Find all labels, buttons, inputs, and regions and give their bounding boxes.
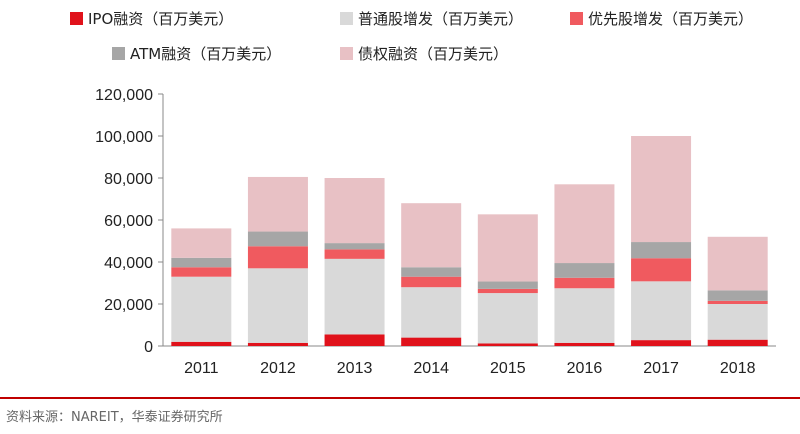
bar-segment-2018-series-0 [707, 339, 768, 346]
legend-item-common-stock: 普通股增发（百万美元） [340, 8, 523, 28]
bar-segment-2012-series-0 [247, 342, 308, 346]
legend-item-atm: ATM融资（百万美元） [112, 43, 281, 63]
bar-segment-2018-series-3 [707, 290, 768, 301]
legend-label-debt: 债权融资（百万美元） [358, 44, 509, 63]
bar-segment-2012-series-3 [247, 231, 308, 247]
bar-segment-2017-series-2 [631, 258, 692, 282]
y-tick-label: 120,000 [95, 87, 153, 104]
bar-segment-2017-series-0 [631, 340, 692, 346]
source-note: 资料来源：NAREIT，华泰证券研究所 [6, 410, 223, 425]
x-tick-label: 2012 [260, 360, 296, 377]
y-tick-label: 40,000 [104, 255, 153, 272]
bar-segment-2016-series-3 [554, 263, 615, 278]
bar-segment-2015-series-2 [477, 288, 538, 294]
legend-swatch-atm [112, 46, 125, 60]
bar-segment-2012-series-2 [247, 246, 308, 269]
x-tick-label: 2018 [720, 360, 756, 377]
legend-label-ipo: IPO融资（百万美元） [88, 9, 234, 28]
x-tick-label: 2011 [184, 360, 219, 377]
bar-segment-2016-series-2 [554, 277, 615, 289]
bar-segment-2011-series-3 [171, 257, 232, 268]
y-tick-label: 0 [144, 339, 153, 356]
bar-segment-2013-series-2 [324, 249, 385, 259]
bar-segment-2013-series-1 [324, 258, 385, 335]
legend-label-atm: ATM融资（百万美元） [130, 44, 282, 63]
divider-line [0, 397, 800, 399]
bar-segment-2018-series-4 [707, 236, 768, 291]
bar-segment-2018-series-2 [707, 300, 768, 304]
x-tick-label: 2016 [567, 360, 603, 377]
bar-segment-2012-series-1 [247, 268, 308, 343]
y-tick-label: 80,000 [104, 171, 153, 188]
legend-swatch-debt [340, 46, 353, 60]
x-tick-label: 2014 [413, 360, 449, 377]
bar-segment-2011-series-1 [171, 276, 232, 342]
legend-swatch-common-stock [340, 11, 353, 25]
bar-segment-2015-series-3 [477, 281, 538, 289]
x-tick-label: 2013 [337, 360, 373, 377]
bar-segment-2011-series-0 [171, 341, 232, 346]
bar-segment-2017-series-3 [631, 242, 692, 259]
x-tick-label: 2017 [643, 360, 679, 377]
legend-item-ipo: IPO融资（百万美元） [70, 8, 233, 28]
bar-segment-2011-series-4 [171, 228, 232, 258]
bar-segment-2014-series-3 [401, 267, 462, 277]
bar-segment-2014-series-2 [401, 276, 462, 288]
y-tick-label: 20,000 [104, 297, 153, 314]
y-tick-label: 100,000 [95, 129, 153, 146]
bar-segment-2015-series-4 [477, 214, 538, 282]
bar-segment-2016-series-0 [554, 342, 615, 346]
bar-segment-2014-series-4 [401, 203, 462, 268]
bar-segment-2015-series-1 [477, 293, 538, 344]
bar-segment-2016-series-1 [554, 288, 615, 343]
bar-segment-2012-series-4 [247, 176, 308, 232]
legend-item-debt: 债权融资（百万美元） [340, 43, 508, 63]
legend-item-preferred-stock: 优先股增发（百万美元） [570, 8, 753, 28]
bar-segment-2013-series-0 [324, 334, 385, 346]
bar-segment-2017-series-1 [631, 281, 692, 341]
x-tick-label: 2015 [490, 360, 526, 377]
bar-segment-2013-series-4 [324, 178, 385, 244]
legend: IPO融资（百万美元） 普通股增发（百万美元） 优先股增发（百万美元） ATM融… [0, 0, 800, 80]
legend-label-common-stock: 普通股增发（百万美元） [358, 9, 524, 28]
bar-segment-2018-series-1 [707, 304, 768, 340]
legend-swatch-ipo [70, 11, 83, 25]
bar-segment-2014-series-1 [401, 287, 462, 338]
bar-segment-2017-series-4 [631, 136, 692, 243]
bar-segment-2011-series-2 [171, 267, 232, 277]
bar-segment-2013-series-3 [324, 243, 385, 250]
legend-label-preferred-stock: 优先股增发（百万美元） [588, 9, 754, 28]
y-tick-label: 60,000 [104, 213, 153, 230]
bar-segment-2015-series-0 [477, 343, 538, 346]
bar-segment-2016-series-4 [554, 184, 615, 264]
legend-swatch-preferred-stock [570, 11, 583, 25]
bar-segment-2014-series-0 [401, 337, 462, 346]
